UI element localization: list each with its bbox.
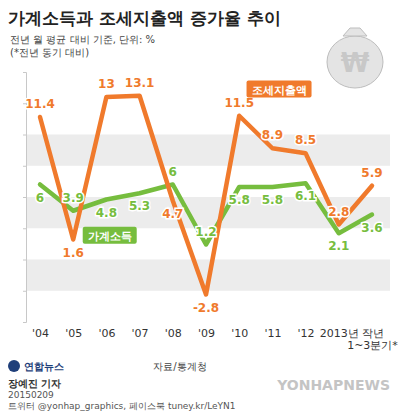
series-name-box [83,227,137,244]
x-tick-label: '05 [65,327,82,340]
y-tick [23,228,26,229]
y-tick [23,166,26,167]
data-label: 1.2 [195,225,216,239]
x-tick: '08 [165,327,182,340]
x-tick-label: '06 [98,327,115,340]
series-name-text: 조세지출액 [252,84,307,97]
series-name-text: 가계소득 [88,230,132,243]
data-label: 5.8 [262,193,283,207]
annotation: 트위터 @yonhap_graphics, 페이스북 tuney.kr/LeYN… [8,401,236,411]
annotation: 20150209 [8,390,54,400]
data-label: -2.8 [193,301,219,315]
plot-marks [40,96,372,295]
data-label: 5.9 [361,166,382,180]
x-tick: '09 [198,327,215,340]
data-label: 5.8 [229,193,250,207]
y-tick-mark [23,228,26,229]
data-label: 5.3 [129,199,150,213]
series-name: 조세지출액 [247,81,312,98]
y-tick-mark [23,166,26,167]
y-tick [23,135,26,136]
data-label: 6.1 [295,189,316,203]
y-tick [23,291,26,292]
x-tick: '07 [132,327,149,340]
x-tick: '12 [298,327,315,340]
data-label: 1.6 [63,246,84,260]
x-tick: 2013년 [320,327,359,340]
data-label: 6 [36,191,44,205]
y-tick [23,197,26,198]
x-axis: '04 '05 '06 '07 '08 '09 '10 '11 '12 2013년작년1~3분기* [32,327,398,353]
annotation: 자료/통계청 [153,361,206,372]
annotation: 연합뉴스 [24,361,64,372]
data-label: 8.5 [295,133,316,147]
currency-symbol: ₩ [341,48,370,78]
data-label: 6 [169,165,177,179]
x-tick-label: 2013년 [320,327,359,340]
x-tick-label: '07 [132,327,149,340]
x-tick-label: '12 [298,327,315,340]
money-bag-icon: ₩ [327,28,383,88]
data-label: 13.1 [125,76,155,90]
data-label: 4.8 [96,206,117,220]
data-label: 3.6 [361,221,382,235]
x-tick-label: '10 [231,327,248,340]
y-tick-mark [23,260,26,261]
bag-body [327,36,383,88]
x-tick: '11 [264,327,281,340]
data-label: 2.8 [328,205,349,219]
x-tick: '10 [231,327,248,340]
bag-neck [343,28,367,36]
data-label: 8.9 [262,128,283,142]
series-name-box [247,81,312,98]
y-tick [23,260,26,261]
data-label: 11.4 [25,97,55,111]
data-label: 4.7 [162,207,183,221]
data-label: 3.9 [63,191,84,205]
x-tick: '04 [32,327,49,340]
data-label: 11.5 [224,96,254,110]
chart: 가계소득과 조세지출액 증가율 추이전년 월 평균 대비 기준, 단위: % (*… [0,0,399,412]
title: 가계소득과 조세지출액 증가율 추이 [8,8,281,28]
x-tick-label: '11 [264,327,281,340]
grid-band [26,135,390,166]
annotation: 장예진 기자 [8,378,61,389]
subtitle: 전년 월 평균 대비 기준, 단위: % [10,34,155,45]
logo-mark [8,360,20,372]
subtitle: (*전년 동기 대비) [10,47,89,58]
x-tick-label: '04 [32,327,49,340]
y-tick-mark [23,291,26,292]
x-tick-label: '09 [198,327,215,340]
data-label: 2.1 [328,239,349,253]
annotation: YONHAPNEWS [276,377,390,393]
series-name: 가계소득 [83,227,137,244]
y-tick-mark [23,197,26,198]
data-labels: 11.4 1.6 13 13.1 4.7 -2.8 11.5 8.9 8.5 2.8 5.9 6 3.9… [25,76,382,315]
x-tick: 작년1~3분기* [347,327,398,353]
x-tick-label: 작년1~3분기* [347,327,398,353]
x-tick-label: '08 [165,327,182,340]
y-tick-mark [23,135,26,136]
data-label: 13 [98,77,115,91]
series-line [40,96,372,295]
x-tick: '06 [98,327,115,340]
x-tick: '05 [65,327,82,340]
